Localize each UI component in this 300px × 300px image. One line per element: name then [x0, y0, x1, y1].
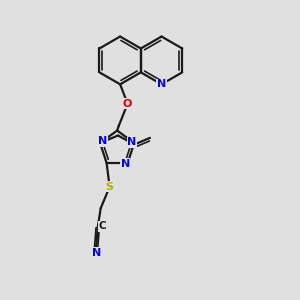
Text: O: O [123, 99, 132, 109]
Text: C: C [98, 221, 106, 231]
Text: N: N [98, 136, 107, 146]
Text: N: N [92, 248, 101, 258]
Text: N: N [157, 79, 166, 89]
Text: S: S [106, 182, 114, 192]
Text: N: N [121, 159, 130, 169]
Text: N: N [127, 137, 136, 147]
